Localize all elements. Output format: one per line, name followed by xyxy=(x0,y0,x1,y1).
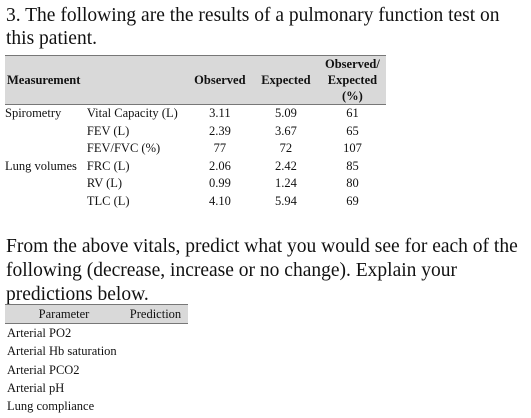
row-test: FEV/FVC (%) xyxy=(86,141,161,155)
row-ratio: 80 xyxy=(346,176,359,190)
table-row: Lung compliance xyxy=(5,397,188,415)
row-category xyxy=(5,175,77,193)
results-header-row: Measurement Observed Expected Observed/ … xyxy=(5,55,386,105)
parameter-name: Arterial PO2 xyxy=(7,326,72,340)
row-test: FEV (L) xyxy=(86,123,130,138)
header-parameter: Parameter xyxy=(38,306,90,321)
row-test: RV (L) xyxy=(86,176,123,190)
row-observed: 0.99 xyxy=(208,176,231,190)
header-measurement: Measurement xyxy=(7,72,81,87)
header-ratio: Observed/ Expected (%) xyxy=(325,57,380,103)
header-prediction: Prediction xyxy=(129,306,182,321)
row-ratio: 85 xyxy=(346,158,359,173)
header-expected: Expected xyxy=(261,72,311,87)
table-row: RV (L) 0.99 1.24 80 xyxy=(5,175,386,193)
question-title: 3. The following are the results of a pu… xyxy=(6,5,500,49)
table-row: FEV (L) 2.39 3.67 65 xyxy=(5,123,386,141)
parameter-name: Arterial Hb saturation xyxy=(7,344,117,359)
table-row: Arterial pH xyxy=(5,379,188,397)
row-observed: 3.11 xyxy=(209,106,231,120)
parameter-name: Arterial PCO2 xyxy=(7,362,80,377)
row-ratio: 61 xyxy=(346,106,359,120)
prediction-cell[interactable] xyxy=(123,361,188,379)
row-category: Spirometry xyxy=(5,106,62,120)
row-ratio: 69 xyxy=(346,193,359,208)
row-observed: 77 xyxy=(213,141,227,155)
parameters-table: Parameter Prediction Arterial PO2 Arteri… xyxy=(5,304,188,415)
prediction-cell[interactable] xyxy=(123,379,188,397)
row-expected: 3.67 xyxy=(274,123,297,138)
table-row: Arterial PO2 xyxy=(5,324,188,343)
header-observed: Observed xyxy=(194,72,246,87)
row-category xyxy=(5,193,77,211)
table-row: Lung volumes FRC (L) 2.06 2.42 85 xyxy=(5,158,386,176)
prediction-cell[interactable] xyxy=(123,397,188,415)
row-category xyxy=(5,140,77,158)
prediction-cell[interactable] xyxy=(123,324,188,343)
prediction-prompt: From the above vitals, predict what you … xyxy=(6,236,518,305)
row-observed: 2.39 xyxy=(208,123,231,138)
table-row: FEV/FVC (%) 77 72 107 xyxy=(5,140,386,158)
table-row: Arterial Hb saturation xyxy=(5,342,188,360)
row-expected: 5.94 xyxy=(274,193,297,208)
row-expected: 72 xyxy=(279,141,293,155)
row-category: Lung volumes xyxy=(5,158,77,173)
table-row: Arterial PCO2 xyxy=(5,361,188,379)
row-ratio: 65 xyxy=(346,123,359,138)
row-expected: 1.24 xyxy=(274,176,297,190)
prediction-cell[interactable] xyxy=(123,342,188,360)
pulmonary-function-table: Measurement Observed Expected Observed/ … xyxy=(5,55,386,210)
parameter-name: Arterial pH xyxy=(7,380,65,395)
row-test: FRC (L) xyxy=(86,158,130,173)
row-observed: 4.10 xyxy=(208,193,231,208)
table-row: Spirometry Vital Capacity (L) 3.11 5.09 … xyxy=(5,105,386,123)
parameter-name: Lung compliance xyxy=(7,399,95,414)
row-expected: 2.42 xyxy=(274,158,297,173)
row-test: TLC (L) xyxy=(86,193,130,208)
row-test: Vital Capacity (L) xyxy=(86,106,178,120)
row-category xyxy=(5,123,77,141)
table-row: TLC (L) 4.10 5.94 69 xyxy=(5,193,386,211)
row-expected: 5.09 xyxy=(274,106,297,120)
params-header-row: Parameter Prediction xyxy=(5,304,188,324)
row-ratio: 107 xyxy=(343,141,362,155)
row-observed: 2.06 xyxy=(208,158,231,173)
